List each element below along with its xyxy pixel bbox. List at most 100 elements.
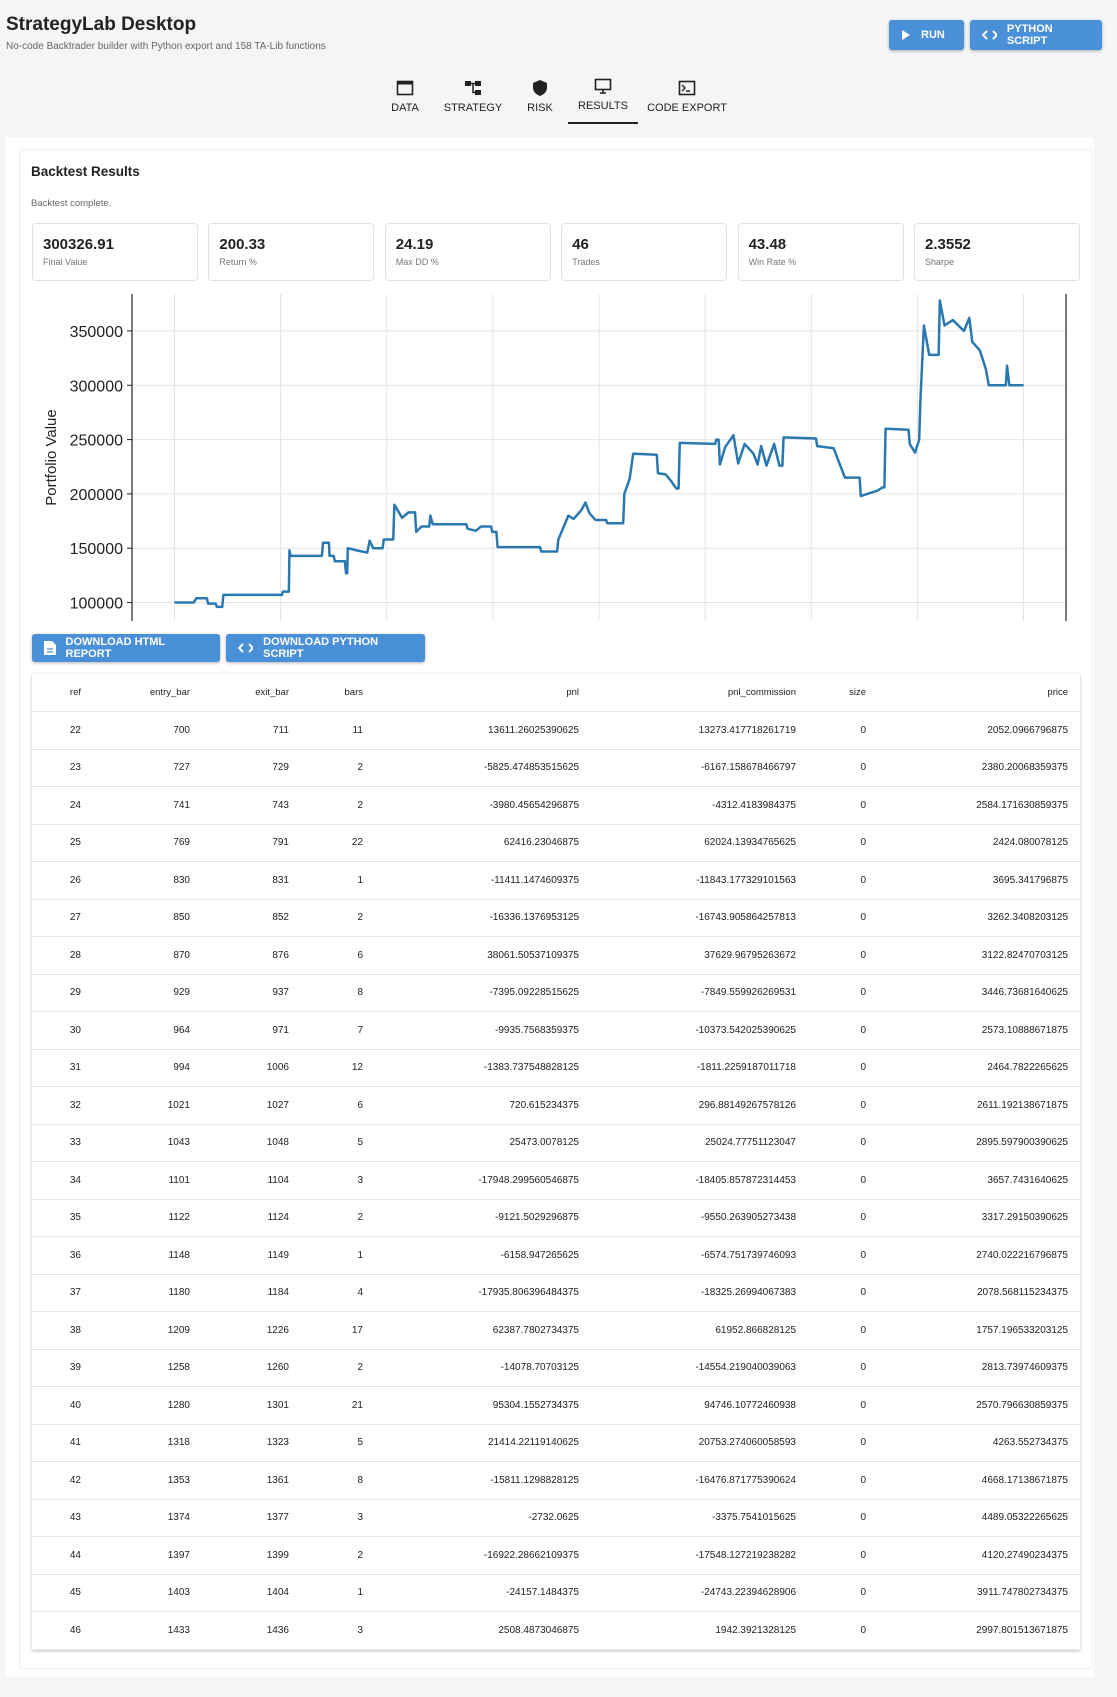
metric-label: Trades — [572, 257, 600, 267]
table-cell: 6 — [301, 1086, 375, 1125]
table-cell: 0 — [808, 974, 878, 1012]
trades-table: ref entry_bar exit_bar bars pnl pnl_commissio… — [32, 674, 1080, 1650]
table-cell: 26 — [32, 861, 93, 900]
table-cell: -3375.7541015625 — [591, 1499, 808, 1537]
table-cell: 2 — [301, 1349, 375, 1387]
tab-icon — [594, 78, 612, 94]
table-cell: 1280 — [93, 1386, 202, 1425]
tab-active[interactable]: RESULTS — [568, 76, 638, 124]
column-header: entry_bar — [93, 674, 202, 712]
table-row: 40 1280 1301 21 95304.1552734375 94746.107724… — [32, 1386, 1080, 1425]
table-cell: 1149 — [202, 1236, 301, 1275]
table-cell: 46 — [32, 1611, 93, 1650]
table-cell: 44 — [32, 1536, 93, 1575]
y-tick-label: 300000 — [70, 378, 123, 395]
table-cell: 33 — [32, 1124, 93, 1162]
table-cell: 3695.341796875 — [878, 861, 1080, 900]
table-cell: 1006 — [202, 1049, 301, 1087]
table-cell: 37629.96795263672 — [591, 936, 808, 975]
table-cell: 1403 — [93, 1574, 202, 1612]
table-cell: 61952.866828125 — [591, 1311, 808, 1350]
metric-label: Return % — [219, 257, 257, 267]
table-cell: 1942.3921328125 — [591, 1611, 808, 1650]
table-cell: 25024.77751123047 — [591, 1124, 808, 1162]
table-cell: 831 — [202, 861, 301, 900]
run-button[interactable]: RUN — [889, 20, 964, 50]
table-cell: -24743.22394628906 — [591, 1574, 808, 1612]
tab-label: DATA — [391, 102, 419, 114]
metric-value: 43.48 — [748, 236, 787, 253]
portfolio-chart: 100000 150000 200000 250000 300000 350000 Port… — [43, 294, 1067, 621]
column-header: pnl — [375, 674, 591, 712]
table-cell: 0 — [808, 1574, 878, 1612]
table-cell: 11 — [301, 711, 375, 750]
download-script-button[interactable]: DOWNLOAD PYTHON SCRIPT — [226, 634, 425, 662]
table-cell: 25473.0078125 — [375, 1124, 591, 1162]
column-header: exit_bar — [202, 674, 301, 712]
table-cell: 0 — [808, 1274, 878, 1312]
tab[interactable]: RISK — [518, 76, 562, 124]
app-title: StrategyLab Desktop — [6, 14, 197, 35]
table-cell: 1101 — [93, 1161, 202, 1200]
table-cell: 62024.13934765625 — [591, 824, 808, 862]
tab[interactable]: CODE EXPORT — [645, 76, 729, 124]
metric-label: Win Rate % — [748, 257, 797, 267]
table-cell: 2 — [301, 749, 375, 787]
table-cell: 2424.080078125 — [878, 824, 1080, 862]
table-cell: 3317.29150390625 — [878, 1199, 1080, 1237]
table-cell: 40 — [32, 1386, 93, 1425]
table-cell: 6 — [301, 936, 375, 975]
metric-card: 46 Trades — [561, 223, 728, 281]
table-cell: 1122 — [93, 1199, 202, 1237]
table-cell: 1318 — [93, 1424, 202, 1462]
download-report-button[interactable]: DOWNLOAD HTML REPORT — [32, 634, 220, 662]
download-script-label: DOWNLOAD PYTHON SCRIPT — [263, 636, 379, 660]
table-cell: 1226 — [202, 1311, 301, 1350]
table-row: 38 1209 1226 17 62387.7802734375 61952.866828… — [32, 1311, 1080, 1350]
table-cell: 20753.274060058593 — [591, 1424, 808, 1462]
y-tick-label: 150000 — [70, 541, 123, 558]
metric-label: Final Value — [43, 257, 88, 267]
table-cell: 711 — [202, 711, 301, 750]
table-row: 28 870 876 6 38061.50537109375 37629.96795263… — [32, 936, 1080, 975]
table-cell: 0 — [808, 899, 878, 937]
table-cell: 1048 — [202, 1124, 301, 1162]
table-cell: 30 — [32, 1011, 93, 1050]
table-cell: 95304.1552734375 — [375, 1386, 591, 1425]
table-cell: 2813.73974609375 — [878, 1349, 1080, 1387]
table-cell: -1383.737548828125 — [375, 1049, 591, 1087]
tab[interactable]: STRATEGY — [438, 76, 508, 124]
table-cell: 2 — [301, 786, 375, 825]
y-tick-label: 250000 — [70, 433, 123, 450]
table-row: 23 727 729 2 -5825.474853515625 -6167.1586784… — [32, 749, 1080, 787]
table-cell: -7395.09228515625 — [375, 974, 591, 1012]
file-icon — [44, 641, 56, 655]
download-report-label: DOWNLOAD HTML REPORT — [65, 636, 165, 660]
tab[interactable]: DATA — [380, 76, 430, 124]
table-cell: 1148 — [93, 1236, 202, 1275]
table-cell: 830 — [93, 861, 202, 900]
table-cell: 28 — [32, 936, 93, 975]
table-cell: 1377 — [202, 1499, 301, 1537]
table-row: 41 1318 1323 5 21414.22119140625 20753.274060… — [32, 1424, 1080, 1462]
table-cell: 852 — [202, 899, 301, 937]
python-script-label: PYTHON SCRIPT — [1006, 23, 1053, 47]
table-row: 35 1122 1124 2 -9121.5029296875 -9550.2639052… — [32, 1199, 1080, 1237]
table-cell: 0 — [808, 936, 878, 975]
table-cell: -1811.2259187011718 — [591, 1049, 808, 1087]
column-header: bars — [301, 674, 375, 712]
metric-card: 24.19 Max DD % — [384, 223, 551, 281]
table-cell: 94746.10772460938 — [591, 1386, 808, 1425]
table-cell: 1 — [301, 1236, 375, 1275]
table-cell: -7849.559926269531 — [591, 974, 808, 1012]
tab-icon — [533, 80, 547, 96]
table-cell: 3657.7431640625 — [878, 1161, 1080, 1200]
y-tick-label: 200000 — [70, 487, 123, 504]
table-cell: 929 — [93, 974, 202, 1012]
table-cell: 27 — [32, 899, 93, 937]
table-row: 42 1353 1361 8 -15811.1298828125 -16476.87177… — [32, 1461, 1080, 1500]
table-cell: -4312.4183984375 — [591, 786, 808, 825]
python-script-button[interactable]: PYTHON SCRIPT — [970, 20, 1102, 50]
tab-icon — [678, 80, 696, 96]
table-cell: 5 — [301, 1124, 375, 1162]
